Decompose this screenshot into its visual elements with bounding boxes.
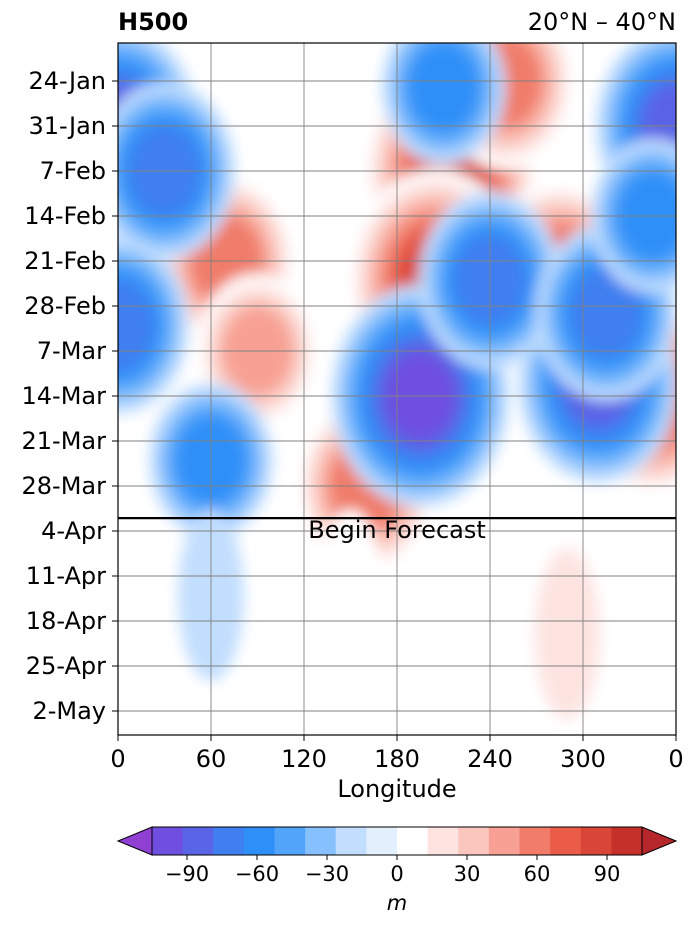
colorbar-cell — [458, 827, 490, 855]
chart-region-label: 20°N – 40°N — [527, 8, 676, 36]
y-tick-label: 14-Feb — [24, 202, 106, 230]
x-axis-label: Longitude — [337, 775, 457, 803]
y-tick-label: 2-May — [32, 697, 106, 725]
colorbar-cell — [519, 827, 551, 855]
colorbar-extend-high — [641, 826, 678, 856]
x-tick-label: 120 — [281, 745, 327, 773]
colorbar-cell — [243, 827, 275, 855]
colorbar: −90 −60 −30 0 30 60 90 — [116, 826, 678, 886]
colorbar-cell — [152, 827, 184, 855]
colorbar-tick-label: 0 — [390, 862, 403, 886]
colorbar-cell — [397, 827, 429, 855]
y-tick-label: 18-Apr — [26, 607, 106, 635]
y-tick-label: 28-Mar — [22, 472, 107, 500]
y-tick-label: 4-Apr — [41, 517, 106, 545]
colorbar-cell — [305, 827, 337, 855]
y-tick-label: 7-Feb — [40, 157, 106, 185]
colorbar-tick-label: 90 — [594, 862, 621, 886]
y-tick-label: 24-Jan — [28, 67, 106, 95]
colorbar-cell — [182, 827, 214, 855]
x-tick-label: 180 — [374, 745, 420, 773]
y-tick-label: 25-Apr — [26, 652, 106, 680]
anomaly-blob — [317, 509, 384, 682]
y-tick-label: 7-Mar — [37, 337, 106, 365]
colorbar-cell — [427, 827, 459, 855]
colorbar-tick-label: −90 — [165, 862, 209, 886]
colorbar-cell — [335, 827, 367, 855]
anomaly-blob — [571, 268, 642, 357]
y-tick-label: 14-Mar — [22, 382, 107, 410]
y-tick-label: 21-Feb — [24, 247, 106, 275]
x-tick-label: 60 — [196, 745, 227, 773]
colorbar-tick-label: −30 — [305, 862, 349, 886]
anomaly-blob — [534, 548, 601, 720]
y-tick-label: 21-Mar — [22, 427, 107, 455]
grid-lines — [118, 43, 676, 735]
colorbar-cell — [550, 827, 582, 855]
colorbar-cell — [274, 827, 306, 855]
colorbar-tick-label: 30 — [454, 862, 481, 886]
colorbar-cell — [488, 827, 520, 855]
colorbar-tick-label: −60 — [235, 862, 279, 886]
colorbar-extend-low — [116, 826, 153, 856]
y-tick-label: 31-Jan — [28, 112, 106, 140]
y-tick-label: 11-Apr — [26, 562, 106, 590]
colorbar-cell — [366, 827, 398, 855]
x-tick-label: 0 — [110, 745, 125, 773]
colorbar-tick-label: 60 — [524, 862, 551, 886]
y-tick-label: 28-Feb — [24, 292, 106, 320]
x-tick-label: 300 — [560, 745, 606, 773]
anomaly-blob — [408, 43, 479, 132]
axes: 0 60 120 180 240 300 0 24-Jan 31-Jan 7-Feb 14-Feb 2… — [22, 42, 684, 773]
anomaly-blob — [118, 281, 153, 370]
colorbar-label: m — [386, 891, 408, 915]
colorbar-cell — [611, 827, 643, 855]
x-tick-label: 0 — [668, 745, 683, 773]
forecast-label: Begin Forecast — [308, 516, 486, 544]
chart-title: H500 — [118, 8, 189, 36]
x-tick-label: 240 — [467, 745, 513, 773]
anomaly-field — [118, 43, 676, 735]
colorbar-cell — [213, 827, 245, 855]
colorbar-cell — [580, 827, 612, 855]
